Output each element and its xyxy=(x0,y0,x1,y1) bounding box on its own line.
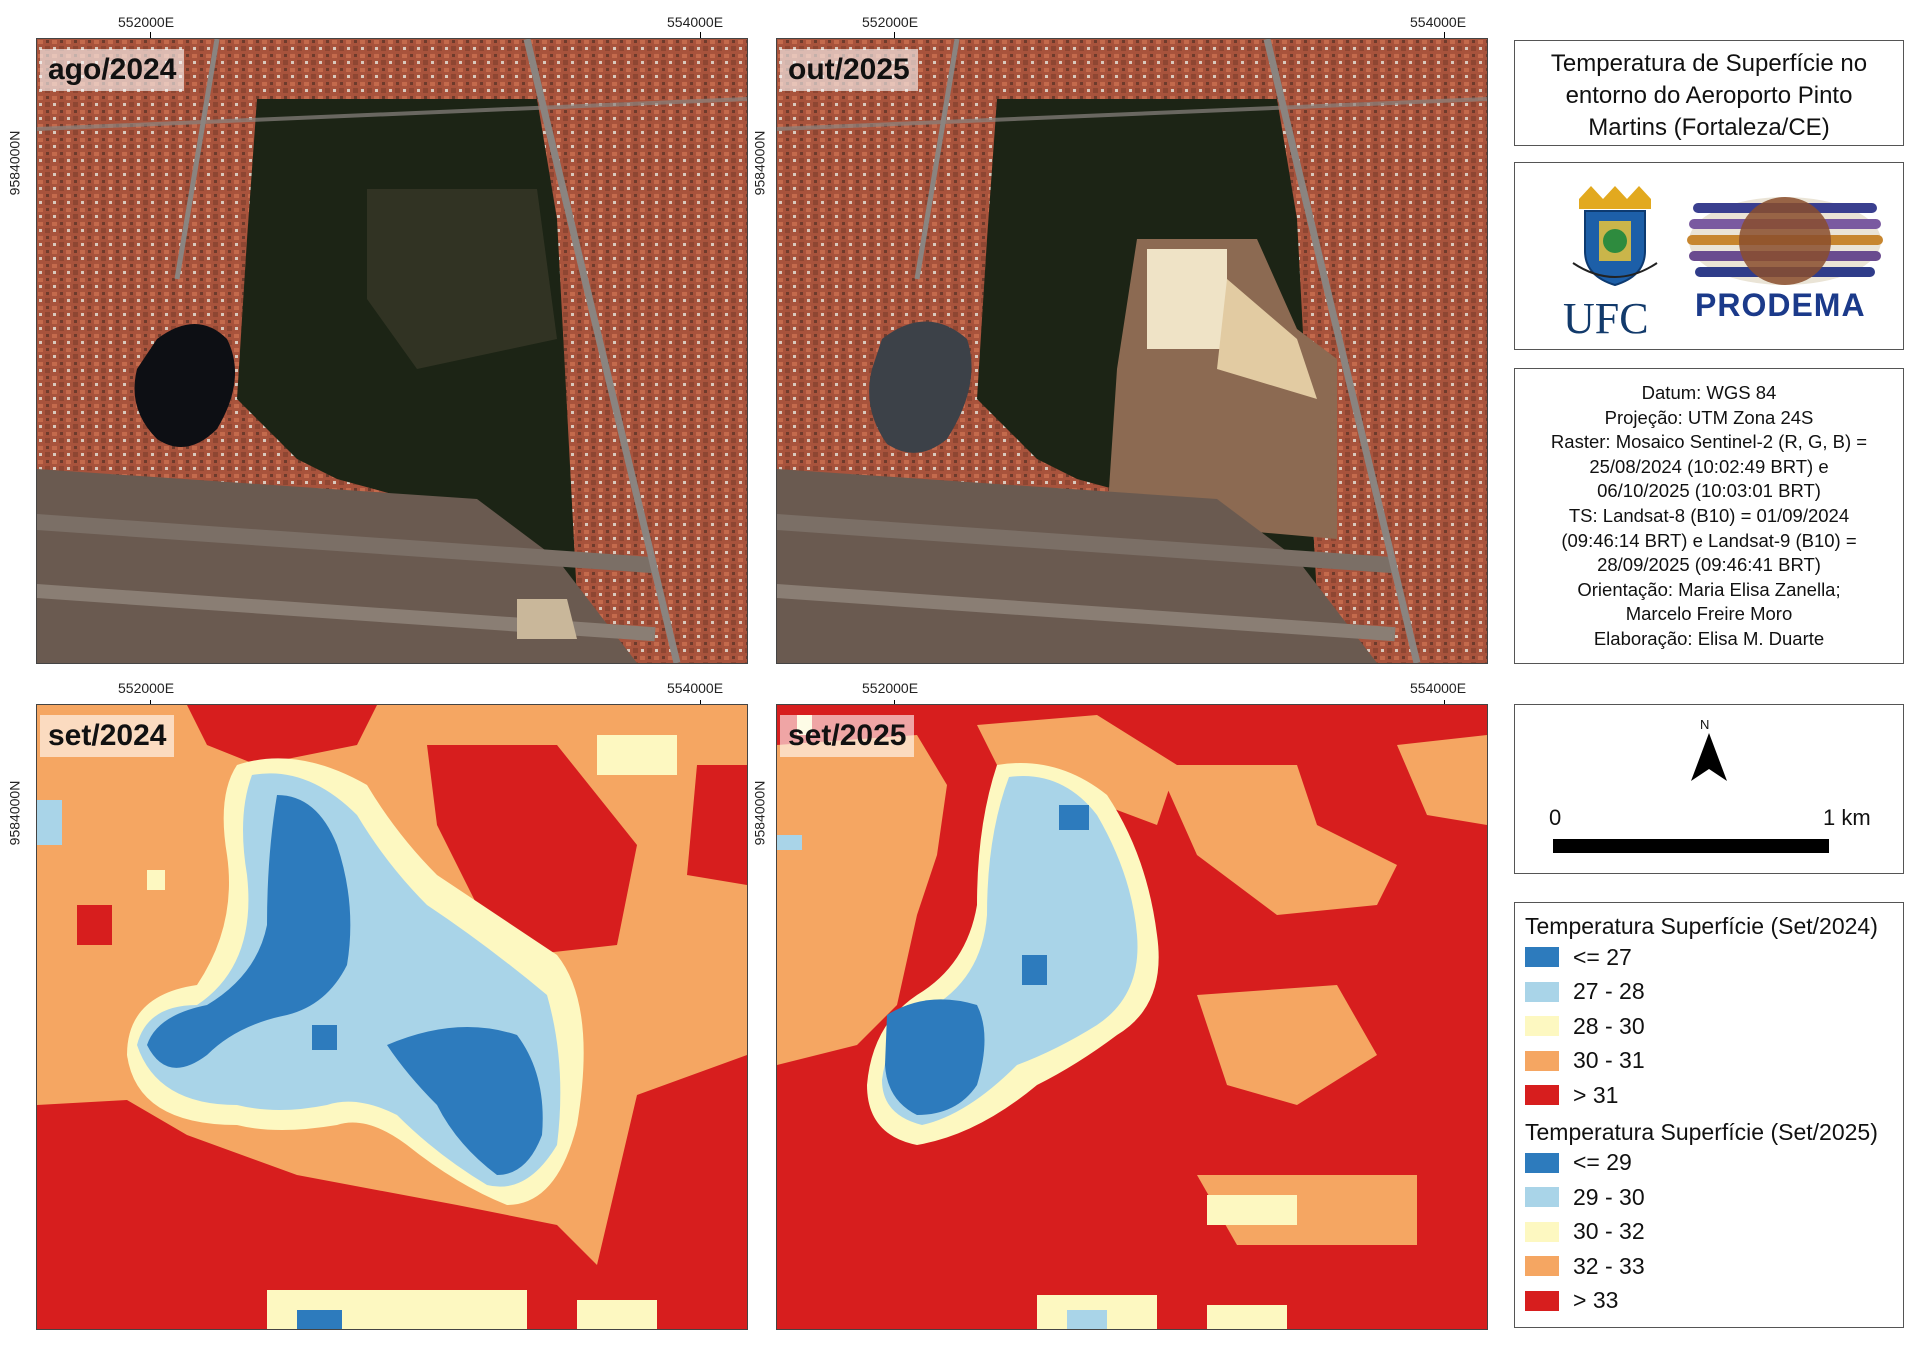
northing-label: 9584000N xyxy=(751,130,768,196)
metadata-line: Datum: WGS 84 xyxy=(1641,382,1777,403)
legend: Temperatura Superfície (Set/2024) <= 27 … xyxy=(1514,902,1904,1328)
legend-item: 28 - 30 xyxy=(1515,1009,1903,1044)
legend-swatch xyxy=(1525,947,1559,968)
easting-label-right: 554000E xyxy=(667,680,724,696)
legend-item: > 31 xyxy=(1515,1078,1903,1113)
panel-label-set-2025: set/2025 xyxy=(780,715,915,757)
legend-item: <= 29 xyxy=(1515,1146,1903,1181)
temperature-map-2025: set/2025 xyxy=(776,704,1488,1330)
legend-item: 32 - 33 xyxy=(1515,1249,1903,1284)
north-label: N xyxy=(1700,717,1710,732)
scale-label-start: 0 xyxy=(1549,805,1562,830)
legend-swatch xyxy=(1525,1016,1559,1037)
metadata-line: (09:46:14 BRT) e Landsat-9 (B10) = xyxy=(1561,529,1857,551)
legend-item: 29 - 30 xyxy=(1515,1180,1903,1215)
ufc-crest-icon xyxy=(1572,186,1658,287)
northing-label: 9584000N xyxy=(6,130,23,196)
easting-label-left: 552000E xyxy=(118,680,175,696)
scale-bar xyxy=(1553,839,1829,853)
easting-label-right: 554000E xyxy=(1410,680,1467,696)
metadata-line: Orientação: Maria Elisa Zanella; xyxy=(1577,578,1841,600)
metadata-line: 06/10/2025 (10:03:01 BRT) xyxy=(1597,480,1821,502)
easting-label-right: 554000E xyxy=(1410,14,1467,30)
legend-item: 27 - 28 xyxy=(1515,975,1903,1010)
logos-box: UFC PRODEMA xyxy=(1514,162,1904,350)
legend-swatch xyxy=(1525,981,1559,1002)
legend-swatch xyxy=(1525,1256,1559,1277)
legend-title-2024: Temperatura Superfície (Set/2024) xyxy=(1525,913,1878,939)
metadata-line: Raster: Mosaico Sentinel-2 (R, G, B) = xyxy=(1550,431,1868,453)
legend-swatch xyxy=(1525,1290,1559,1311)
legend-item: 30 - 31 xyxy=(1515,1044,1903,1079)
easting-label-right: 554000E xyxy=(667,14,724,30)
metadata-line: Projeção: UTM Zona 24S xyxy=(1604,406,1814,428)
panel-label-ago-2024: ago/2024 xyxy=(40,49,185,91)
scale-label-end: 1 km xyxy=(1823,805,1871,830)
satellite-map-2025: out/2025 xyxy=(776,38,1488,664)
legend-swatch xyxy=(1525,1050,1559,1071)
legend-swatch xyxy=(1525,1152,1559,1173)
northing-label: 9584000N xyxy=(6,780,23,846)
map-title: Temperatura de Superfície no entorno do … xyxy=(1514,40,1904,146)
north-arrow-scale-box: N 0 1 km xyxy=(1514,704,1904,874)
easting-label-left: 552000E xyxy=(862,680,919,696)
legend-title-2025: Temperatura Superfície (Set/2025) xyxy=(1525,1118,1878,1145)
map-metadata: Datum: WGS 84 Projeção: UTM Zona 24S Ras… xyxy=(1514,368,1904,664)
metadata-line: Elaboração: Elisa M. Duarte xyxy=(1593,627,1825,649)
prodema-logo-text: PRODEMA xyxy=(1695,287,1866,323)
satellite-map-2024: ago/2024 xyxy=(36,38,748,664)
easting-label-left: 552000E xyxy=(862,14,919,30)
legend-item: <= 27 xyxy=(1515,940,1903,975)
north-arrow-icon xyxy=(1691,733,1727,781)
northing-label: 9584000N xyxy=(751,780,768,846)
legend-item: 30 - 32 xyxy=(1515,1215,1903,1250)
metadata-line: 28/09/2025 (09:46:41 BRT) xyxy=(1597,554,1821,576)
metadata-line: Marcelo Freire Moro xyxy=(1625,603,1793,625)
legend-swatch xyxy=(1525,1221,1559,1242)
metadata-line: TS: Landsat-8 (B10) = 01/09/2024 xyxy=(1568,504,1850,526)
ufc-logo-text: UFC xyxy=(1563,294,1649,343)
temperature-map-2024: set/2024 xyxy=(36,704,748,1330)
prodema-globe-icon xyxy=(1687,197,1883,285)
panel-label-out-2025: out/2025 xyxy=(780,49,918,91)
legend-item: > 33 xyxy=(1515,1284,1903,1319)
legend-swatch xyxy=(1525,1085,1559,1106)
legend-swatch xyxy=(1525,1187,1559,1208)
easting-label-left: 552000E xyxy=(118,14,175,30)
panel-label-set-2024: set/2024 xyxy=(40,715,175,757)
metadata-line: 25/08/2024 (10:02:49 BRT) e xyxy=(1589,455,1829,477)
